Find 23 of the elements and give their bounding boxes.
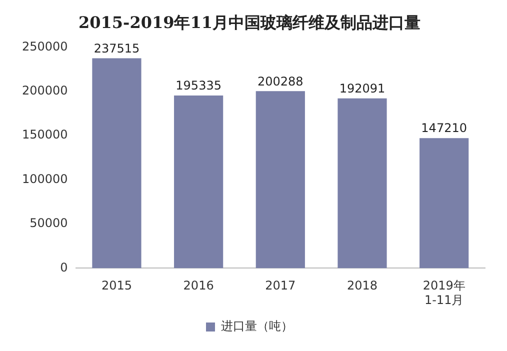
chart-title: 2015-2019年11月中国玻璃纤维及制品进口量 (78, 12, 420, 32)
data-label: 195335 (176, 78, 222, 93)
y-tick-label: 100000 (22, 172, 68, 186)
data-label: 200288 (258, 74, 304, 88)
bar (92, 58, 142, 268)
x-tick-label: 2017 (265, 278, 296, 293)
x-tick-label: 2019年 1-11月 (422, 278, 466, 307)
x-tick-label: 2018 (346, 278, 378, 293)
x-tick-label: 2015 (101, 278, 132, 293)
bar (256, 91, 305, 268)
data-label: 237515 (94, 41, 140, 56)
bar (174, 96, 224, 268)
x-tick-label: 2016 (183, 278, 214, 293)
legend-label: 进口量（吨） (221, 319, 293, 334)
data-label: 147210 (421, 121, 467, 136)
y-tick-label: 250000 (22, 39, 68, 54)
bar (420, 138, 469, 268)
data-label: 192091 (339, 82, 386, 96)
y-tick-label: 0 (60, 260, 68, 274)
bar (338, 98, 387, 268)
y-tick-label: 50000 (30, 216, 68, 230)
y-tick-label: 200000 (22, 84, 68, 98)
y-tick-label: 150000 (22, 128, 68, 142)
